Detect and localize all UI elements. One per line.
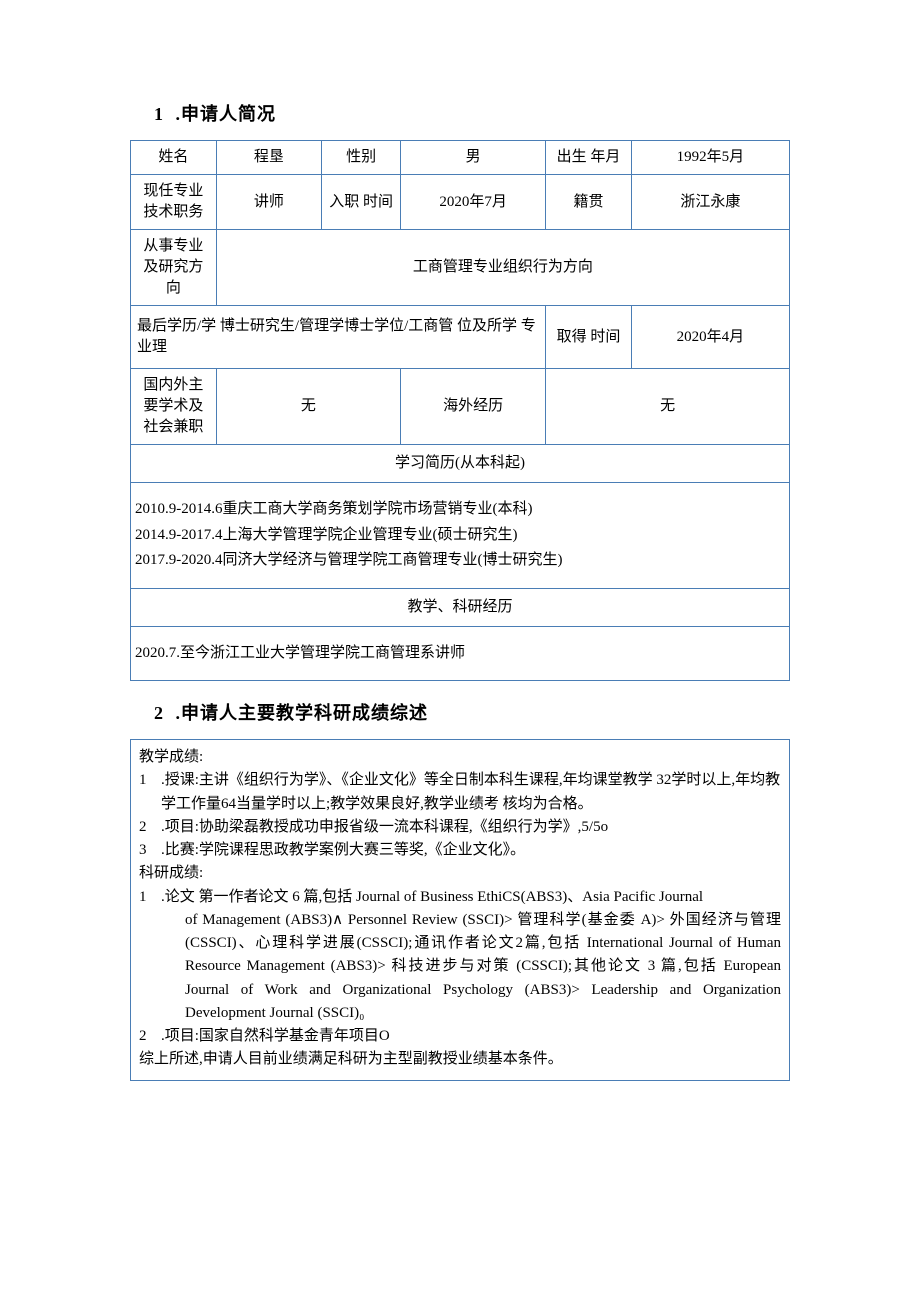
value-gender: 男 — [401, 141, 546, 175]
value-hire: 2020年7月 — [401, 175, 546, 230]
teach-item-2: 2 .项目:协助梁磊教授成功申报省级一流本科课程,《组织行为学》,5/5o — [139, 816, 781, 839]
edu-line-2: 2014.9-2017.4上海大学管理学院企业管理专业(硕士研究生) — [135, 523, 785, 549]
table-row: 最后学历/学 博士研究生/管理学博士学位/工商管 位及所学 专业理 取得 时间 … — [131, 306, 790, 369]
value-native: 浙江永康 — [631, 175, 789, 230]
teach-1-text: .授课:主讲《组织行为学》、《企业文化》等全日制本科生课程,年均课堂教学 32学… — [161, 769, 781, 816]
teach-2-num: 2 — [139, 816, 161, 839]
teach-3-text: .比赛:学院课程思政教学案例大赛三等奖,《企业文化》。 — [161, 839, 781, 862]
research-2-text: .项目:国家自然科学基金青年项目O — [161, 1025, 781, 1048]
teach-3-num: 3 — [139, 839, 161, 862]
label-native: 籍贯 — [546, 175, 632, 230]
label-field: 从事专业 及研究方 向 — [131, 230, 217, 306]
research-1-num: 1 — [139, 886, 161, 909]
teach-item-3: 3 .比赛:学院课程思政教学案例大赛三等奖,《企业文化》。 — [139, 839, 781, 862]
section-1-heading: 1 .申请人简况 — [154, 100, 790, 126]
teach-item-1: 1 .授课:主讲《组织行为学》、《企业文化》等全日制本科生课程,年均课堂教学 3… — [139, 769, 781, 816]
label-hire: 入职 时间 — [322, 175, 401, 230]
research-heading: 科研成绩: — [139, 862, 781, 885]
value-name: 程垦 — [216, 141, 321, 175]
exp-line-1: 2020.7.至今浙江工业大学管理学院工商管理系讲师 — [135, 641, 785, 667]
table-row: 现任专业 技术职务 讲师 入职 时间 2020年7月 籍贯 浙江永康 — [131, 175, 790, 230]
edu-line-3: 2017.9-2020.4同济大学经济与管理学院工商管理专业(博士研究生) — [135, 548, 785, 574]
table-row: 姓名 程垦 性别 男 出生 年月 1992年5月 — [131, 141, 790, 175]
table-row: 从事专业 及研究方 向 工商管理专业组织行为方向 — [131, 230, 790, 306]
label-birth: 出生 年月 — [546, 141, 632, 175]
education-header: 学习简历(从本科起) — [131, 445, 790, 483]
research-item-2: 2 .项目:国家自然科学基金青年项目O — [139, 1025, 781, 1048]
table-row: 学习简历(从本科起) — [131, 445, 790, 483]
label-name: 姓名 — [131, 141, 217, 175]
experience-block: 2020.7.至今浙江工业大学管理学院工商管理系讲师 — [131, 626, 790, 681]
table-row: 2010.9-2014.6重庆工商大学商务策划学院市场营销专业(本科) 2014… — [131, 483, 790, 589]
label-degree: 最后学历/学 博士研究生/管理学博士学位/工商管 位及所学 专业理 — [131, 306, 546, 369]
table-row: 教学、科研经历 — [131, 588, 790, 626]
research-1b-text: of Management (ABS3)∧ Personnel Review (… — [139, 909, 781, 1025]
section-2-heading: 2 .申请人主要教学科研成绩综述 — [154, 699, 790, 725]
value-field: 工商管理专业组织行为方向 — [216, 230, 789, 306]
research-2-num: 2 — [139, 1025, 161, 1048]
table-row: 国内外主 要学术及 社会兼职 无 海外经历 无 — [131, 369, 790, 445]
teach-2-text: .项目:协助梁磊教授成功申报省级一流本科课程,《组织行为学》,5/5o — [161, 816, 781, 839]
value-parttime: 无 — [216, 369, 401, 445]
section-1-num: 1 — [154, 104, 164, 124]
value-degree-time: 2020年4月 — [631, 306, 789, 369]
value-position: 讲师 — [216, 175, 321, 230]
experience-header: 教学、科研经历 — [131, 588, 790, 626]
label-parttime: 国内外主 要学术及 社会兼职 — [131, 369, 217, 445]
value-birth: 1992年5月 — [631, 141, 789, 175]
label-overseas: 海外经历 — [401, 369, 546, 445]
summary-box: 教学成绩: 1 .授课:主讲《组织行为学》、《企业文化》等全日制本科生课程,年均… — [130, 739, 790, 1081]
section-2-num: 2 — [154, 703, 164, 723]
edu-line-1: 2010.9-2014.6重庆工商大学商务策划学院市场营销专业(本科) — [135, 497, 785, 523]
conclusion-text: 综上所述,申请人目前业绩满足科研为主型副教授业绩基本条件。 — [139, 1048, 781, 1071]
value-overseas: 无 — [546, 369, 790, 445]
research-item-1a: 1 .论文 第一作者论文 6 篇,包括 Journal of Business … — [139, 886, 781, 909]
applicant-info-table: 姓名 程垦 性别 男 出生 年月 1992年5月 现任专业 技术职务 讲师 入职… — [130, 140, 790, 681]
label-position: 现任专业 技术职务 — [131, 175, 217, 230]
teach-1-num: 1 — [139, 769, 161, 816]
section-2-title: .申请人主要教学科研成绩综述 — [176, 703, 429, 723]
teach-heading: 教学成绩: — [139, 746, 781, 769]
research-1a-text: .论文 第一作者论文 6 篇,包括 Journal of Business Et… — [161, 886, 781, 909]
label-degree-time: 取得 时间 — [546, 306, 632, 369]
table-row: 2020.7.至今浙江工业大学管理学院工商管理系讲师 — [131, 626, 790, 681]
section-1-title: .申请人简况 — [176, 104, 277, 124]
label-gender: 性别 — [322, 141, 401, 175]
education-block: 2010.9-2014.6重庆工商大学商务策划学院市场营销专业(本科) 2014… — [131, 483, 790, 589]
